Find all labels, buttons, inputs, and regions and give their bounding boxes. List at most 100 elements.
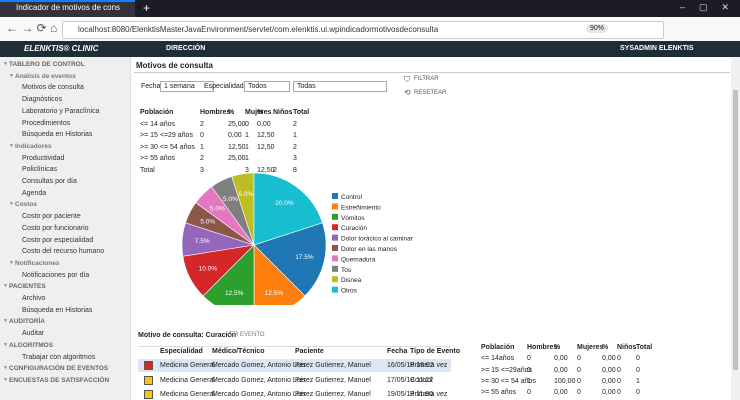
menu-item[interactable]: Policlínicas (22, 166, 58, 174)
menu-group[interactable]: Análisis de eventos (15, 72, 76, 80)
table-cell[interactable]: Medicina General (160, 376, 215, 384)
menu-item[interactable]: Costo por funcionario (22, 224, 89, 232)
caret: ▼ (3, 318, 8, 325)
table-cell: 1 (527, 377, 531, 385)
table-header: Total (293, 109, 310, 116)
menu-item[interactable]: Auditar (22, 330, 45, 338)
table-cell[interactable]: Perez Gutierrez, Manuel (295, 362, 371, 369)
table-cell: 0,00 (602, 366, 616, 374)
slice-label: 12.5% (265, 290, 284, 297)
caret: ▼ (9, 142, 14, 149)
menu-item[interactable]: Notificaciones por día (22, 271, 90, 279)
table-cell: 0 (200, 132, 204, 139)
menu-section[interactable]: AUDITORÍA (9, 318, 45, 326)
table-cell: 0 (636, 389, 640, 397)
menu-item[interactable]: Trabajar con algoritmos (22, 353, 96, 361)
detail-title: Motivo de consulta: Curación (138, 332, 237, 339)
url-field[interactable] (62, 21, 664, 39)
table-cell[interactable]: Primera vez (410, 391, 448, 398)
app-header (0, 41, 740, 57)
menu-item[interactable]: Búsqueda en Historias (22, 306, 93, 314)
table-header: Hombres (527, 344, 558, 351)
menu-section[interactable]: PACIENTES (9, 283, 46, 291)
legend-swatch (332, 286, 338, 293)
nav-buttons[interactable]: ← → ⟳ ⌂ (6, 21, 58, 35)
table-cell: <= 14años (481, 355, 515, 363)
menu-section[interactable]: TABLERO DE CONTROL (9, 61, 85, 68)
menu-item[interactable]: Motivos de consulta (22, 84, 84, 92)
select[interactable]: Todos (244, 81, 290, 92)
slice-label: 20.0% (275, 200, 294, 207)
view-event-button[interactable]: VER EVENTO (226, 332, 265, 338)
table-cell: >= 15 <=29años (481, 366, 532, 374)
legend-label: Disnea (341, 277, 362, 284)
table-cell: 0 (577, 377, 581, 385)
sidebar (0, 57, 131, 400)
menu-item[interactable]: Diagnósticos (22, 96, 63, 104)
url: localhost:8080/ElenktisMasterJavaEnviron… (78, 25, 439, 34)
table-cell: 12,50 (257, 166, 275, 174)
table-cell[interactable]: Perez Gutierrez, Manuel (295, 391, 371, 398)
table-cell: 3 (245, 166, 249, 174)
legend-swatch (332, 203, 338, 210)
table-rule (138, 346, 451, 347)
menu-item[interactable]: Productividad (22, 154, 65, 162)
table-cell[interactable]: Control (410, 376, 433, 384)
table-header: % (554, 344, 561, 351)
table-cell: 0 (577, 389, 581, 397)
new-tab[interactable]: + (143, 1, 151, 15)
pie-slice (253, 244, 306, 305)
legend-swatch (332, 193, 338, 199)
table-cell: 0 (527, 355, 531, 363)
reset-button[interactable]: RESETEAR (414, 90, 447, 96)
scroll-thumb[interactable] (733, 90, 738, 370)
table-header: Niños (617, 344, 637, 351)
select[interactable]: Todas (293, 81, 387, 92)
tab-bar (0, 0, 740, 17)
user[interactable]: SYSADMIN ELENKTIS (620, 45, 694, 52)
table-cell: 2 (200, 155, 204, 162)
table-cell: 25,00 (228, 155, 246, 162)
menu-group[interactable]: Indicadores (15, 142, 52, 150)
menu-section[interactable]: ENCUESTAS DE SATISFACCIÓN (9, 376, 110, 384)
table-cell[interactable]: Perez Gutierrez, Manuel (295, 376, 371, 384)
table-cell[interactable]: Medicina General (160, 362, 215, 369)
legend-swatch (332, 224, 338, 231)
table-cell: 0 (617, 389, 621, 397)
table-cell[interactable]: Mercado Gomez, Antonio Luis (212, 391, 306, 398)
menu-item[interactable]: Búsqueda en Historias (22, 131, 93, 139)
table-cell: 0 (245, 120, 249, 128)
table-cell[interactable]: Primera vez (410, 362, 448, 369)
menu-item[interactable]: Archivo (22, 295, 46, 302)
table-cell: 0 (617, 366, 621, 374)
table-cell[interactable]: Medicina General (160, 391, 215, 398)
menu-group[interactable]: Notificaciones (15, 259, 60, 267)
menu-item[interactable]: Procedimientos (22, 119, 71, 127)
menu-group[interactable]: Costos (15, 201, 38, 209)
caret: ▼ (9, 72, 14, 79)
table-cell: 0,00 (554, 366, 568, 374)
menu-section[interactable]: CONFIGURACIÓN DE EVENTOS (9, 365, 109, 373)
menu-item[interactable]: Costo del recurso humano (22, 248, 105, 256)
tab[interactable] (0, 0, 135, 17)
menu-item[interactable]: Laboratorio y Paraclínica (22, 107, 100, 115)
legend-swatch (332, 213, 338, 220)
divider (134, 72, 730, 73)
menu-item[interactable]: Costo por paciente (22, 213, 81, 221)
table-cell[interactable]: 16/05/18 18:02 (387, 362, 434, 369)
menu-section[interactable]: ALGORITMOS (9, 341, 54, 349)
menu-item[interactable]: Agenda (22, 189, 47, 197)
table-cell: 0 (527, 366, 531, 374)
select[interactable]: 1 semana (160, 81, 214, 92)
table-cell[interactable]: Mercado Gomez, Antonio Luis (212, 362, 306, 369)
table-cell: 2 (200, 120, 204, 128)
table-cell[interactable]: 17/05/18 11:22 (387, 376, 434, 384)
window-controls[interactable]: –▢✕ (680, 2, 740, 12)
menu-item[interactable]: Consultas por día (22, 178, 77, 185)
table-cell[interactable]: Mercado Gomez, Antonio Luis (212, 376, 306, 384)
zoom[interactable]: 90% (586, 24, 609, 33)
table-header: % (602, 344, 609, 351)
menu-item[interactable]: Costo por especialidad (22, 236, 94, 244)
table-cell[interactable]: 19/05/18 11:00 (387, 391, 434, 398)
filter-button[interactable]: FILTRAR (414, 76, 439, 82)
